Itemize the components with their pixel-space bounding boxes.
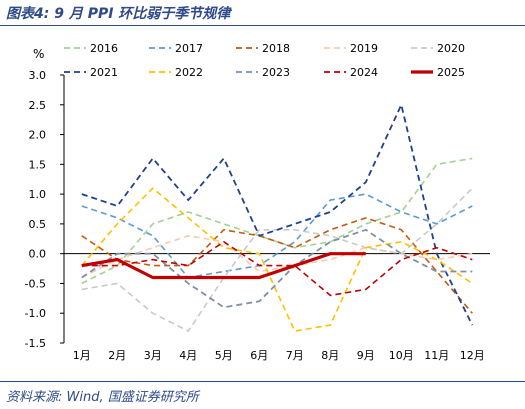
series-line-2024: [81, 241, 473, 297]
series-line-2022: [81, 187, 473, 332]
legend-label-2018: 2018: [262, 42, 290, 55]
legend-label-2025: 2025: [437, 66, 465, 79]
y-tick-label: -0.5: [25, 277, 46, 290]
y-unit-label: %: [33, 47, 44, 61]
y-tick-label: -1.5: [25, 337, 46, 350]
chart-title: 图表4: 9 月 PPI 环比弱于季节规律: [6, 6, 231, 22]
legend-label-2020: 2020: [437, 42, 465, 55]
legend-label-2016: 2016: [90, 42, 118, 55]
legend-label-2021: 2021: [90, 66, 118, 79]
y-tick-label: 3.0: [29, 69, 47, 82]
x-tick-label: 10月: [389, 349, 414, 362]
series-line-2019: [81, 235, 473, 279]
y-tick-label: -1.0: [25, 307, 46, 320]
x-tick-label: 3月: [144, 349, 162, 362]
x-tick-label: 4月: [179, 349, 197, 362]
bottom-rule: [0, 381, 525, 382]
series-line-2025: [81, 252, 366, 280]
x-tick-label: 1月: [73, 349, 91, 362]
x-tick-label: 7月: [286, 349, 304, 362]
series-line-2016: [81, 157, 473, 285]
y-tick-label: 1.5: [29, 158, 47, 171]
y-tick-label: 0.5: [29, 218, 47, 231]
y-tick-label: 0.0: [29, 248, 47, 261]
y-tick-label: 2.5: [29, 99, 47, 112]
x-tick-label: 6月: [250, 349, 268, 362]
y-tick-label: 1.0: [29, 188, 47, 201]
top-rule: [0, 25, 525, 26]
x-tick-label: 12月: [460, 349, 485, 362]
series-line-2017: [81, 193, 473, 279]
legend-label-2019: 2019: [350, 42, 378, 55]
series-line-2021: [81, 103, 474, 326]
x-tick-label: 11月: [424, 349, 449, 362]
x-tick-label: 9月: [357, 349, 375, 362]
x-tick-label: 2月: [108, 349, 126, 362]
y-tick-label: 2.0: [29, 129, 47, 142]
x-tick-label: 8月: [321, 349, 339, 362]
legend-label-2017: 2017: [175, 42, 203, 55]
source-note: 资料来源: Wind, 国盛证券研究所: [6, 390, 199, 405]
x-tick-label: 5月: [215, 349, 233, 362]
legend-label-2024: 2024: [350, 66, 378, 79]
legend-label-2023: 2023: [262, 66, 290, 79]
legend-label-2022: 2022: [175, 66, 203, 79]
series-line-2018: [81, 217, 473, 314]
series-line-2023: [81, 228, 473, 309]
